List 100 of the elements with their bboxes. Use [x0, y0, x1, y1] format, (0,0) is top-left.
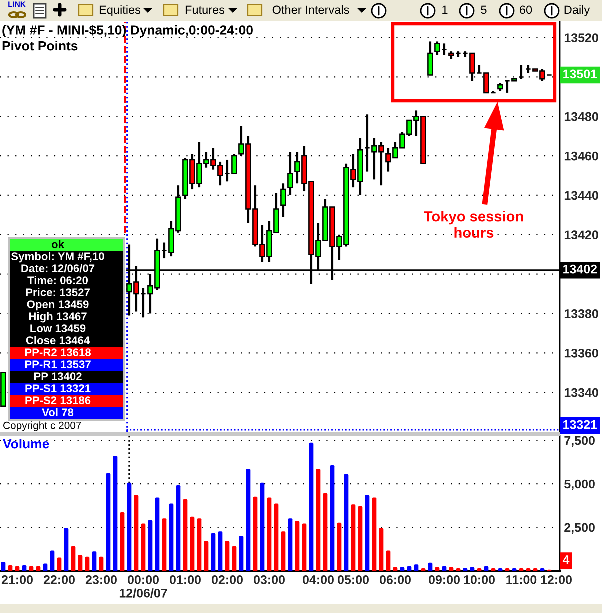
bar: [148, 520, 153, 571]
text: Pivot Points: [2, 41, 78, 51]
annotation: Symbol: YM #F,10: [11, 252, 104, 263]
bar: [92, 552, 97, 571]
annotation: PP 13402: [34, 372, 82, 380]
bar: [22, 566, 27, 571]
bar: [85, 556, 90, 571]
bar: [162, 518, 167, 571]
annotation: Low 13459: [30, 324, 86, 332]
bar: [211, 533, 216, 571]
x-tick-label: 11:00: [506, 575, 537, 584]
bar: [8, 566, 13, 571]
bar: [239, 536, 244, 571]
annotation: 13501: [564, 70, 598, 79]
bar: [169, 504, 174, 571]
y-tick-label: 13480: [564, 112, 598, 122]
bar: [57, 558, 62, 571]
bar: [316, 468, 321, 571]
bar: [183, 499, 188, 571]
annotation: Tokyo session hours: [424, 211, 524, 238]
annotation: PP-S2 13186: [26, 396, 91, 404]
y-tick-label: 7,500: [564, 436, 595, 447]
chart-title: Volume: [3, 439, 50, 449]
bar: [281, 532, 286, 571]
bar: [36, 566, 41, 571]
bar: [344, 474, 349, 571]
y-tick-label: 13380: [564, 310, 598, 318]
bar: [225, 541, 230, 571]
bar: [71, 546, 76, 571]
x-tick-label: 05:00: [338, 575, 369, 584]
y-tick-label: 5,000: [564, 480, 595, 490]
bar: [400, 567, 405, 571]
bar: [176, 486, 181, 571]
x-tick-label: 22:00: [44, 575, 75, 584]
text: Equities: [100, 6, 141, 17]
ref-line-label: 13321: [564, 420, 598, 430]
bar: [365, 495, 370, 571]
y-tick-label: 13420: [564, 230, 598, 240]
bar: [78, 555, 83, 571]
annotation: Close 13464: [26, 336, 90, 344]
bar: [274, 504, 279, 571]
chart-title: (YM #F - MINI-$5,10) Dynamic,0:00-24:00: [2, 25, 253, 38]
x-tick-label: 21:00: [2, 575, 33, 584]
bar: [449, 567, 454, 571]
annotation: PP-R2 13618: [25, 348, 92, 356]
bar: [253, 496, 258, 571]
text: 1: [442, 6, 448, 14]
bar: [407, 566, 412, 571]
bar: [330, 466, 335, 571]
bar: [351, 504, 356, 571]
bar: [190, 516, 195, 571]
bar: [414, 564, 419, 571]
bar: [64, 528, 69, 571]
bar: [29, 566, 34, 571]
bar: [393, 567, 398, 571]
text: 4: [562, 556, 570, 564]
bar: [43, 564, 48, 571]
bar: [428, 562, 433, 571]
bar: [260, 482, 265, 571]
bar: [442, 566, 447, 571]
annotation: Price: 13527: [26, 288, 90, 296]
bar: [232, 546, 237, 571]
bar: [106, 473, 111, 571]
text: 60: [520, 6, 532, 14]
annotation: PP-S1 13321: [26, 384, 91, 392]
bar: [1, 562, 6, 571]
annotation: PP-R1 13537: [25, 360, 91, 368]
annotation: Open 13459: [27, 300, 89, 311]
x-tick-label: 09:00: [429, 575, 460, 584]
x-tick-label: 04:00: [303, 575, 334, 584]
x-tick-label: 00:00 12/06/07: [120, 575, 168, 598]
annotation: Date: 12/06/07: [22, 264, 95, 273]
bar: [113, 456, 118, 571]
x-tick-label: 03:00: [254, 575, 285, 584]
y-tick-label: 13460: [564, 152, 598, 161]
text: Futures: [186, 6, 225, 14]
text: Other Intervals: [272, 6, 350, 14]
annotation: Vol 78: [42, 408, 74, 416]
annotation: Time: 06:20: [28, 276, 88, 284]
bar: [386, 550, 391, 571]
x-tick-label: 01:00: [170, 575, 201, 584]
bar: [379, 528, 384, 571]
bar: [50, 550, 55, 571]
y-tick-label: 13440: [564, 191, 598, 200]
y-tick-label: 13340: [564, 388, 598, 398]
bar: [435, 567, 440, 571]
bar: [99, 556, 104, 571]
bar: [309, 442, 314, 571]
y-tick-label: 13360: [564, 348, 598, 358]
annotation: Copyright c 2007: [4, 422, 82, 432]
candlestick: [518, 64, 524, 80]
bar: [197, 518, 202, 571]
x-tick-label: 23:00: [86, 575, 117, 584]
bar: [141, 524, 146, 571]
bar: [127, 482, 132, 571]
bar: [302, 524, 307, 571]
bar: [295, 521, 300, 571]
x-tick-label: 06:00: [380, 575, 411, 584]
bar: [155, 498, 160, 571]
x-tick-label: 02:00: [212, 575, 243, 584]
